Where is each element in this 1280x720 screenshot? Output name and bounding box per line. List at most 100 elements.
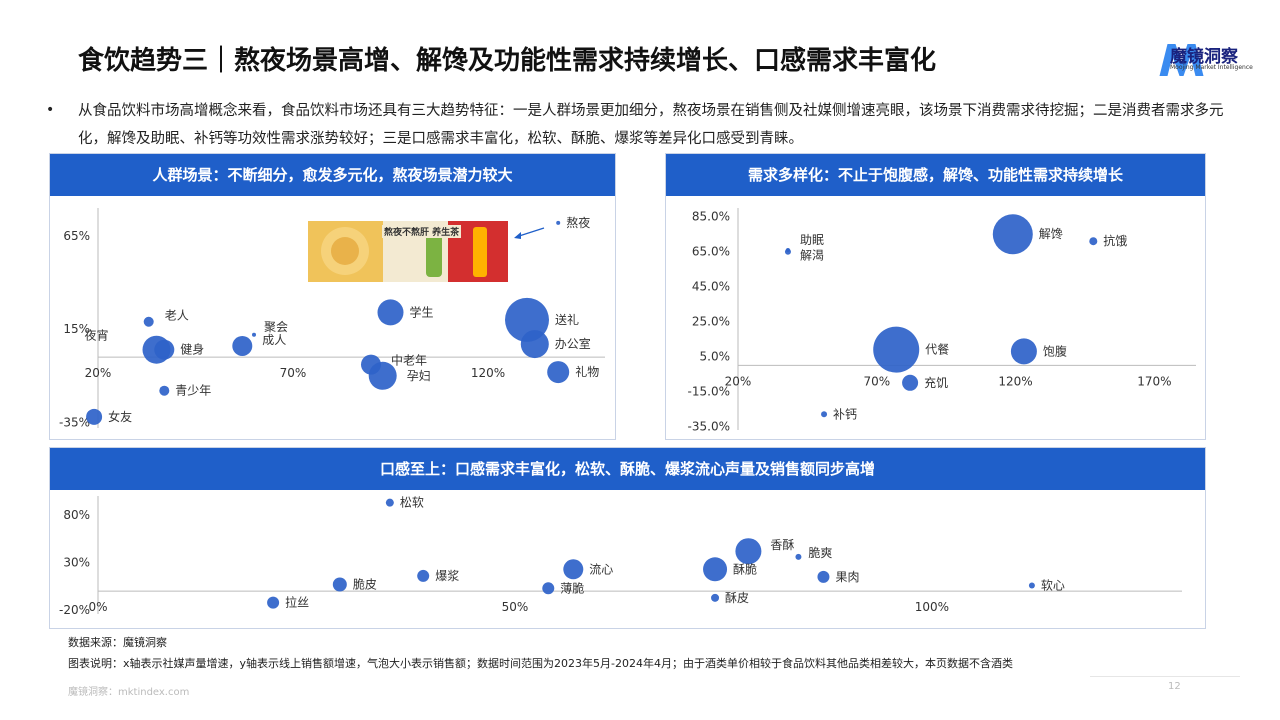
bubble-学生[interactable] <box>377 299 404 326</box>
x-tick-label: 20% <box>85 366 112 380</box>
x-tick-label: 0% <box>88 600 107 614</box>
y-tick-label: 5.0% <box>700 350 731 364</box>
bubble-女友[interactable] <box>86 408 103 425</box>
y-tick-label: 85.0% <box>692 210 730 224</box>
bubble-办公室[interactable] <box>520 330 549 359</box>
bubble-果肉[interactable] <box>817 570 830 583</box>
y-tick-label: -15.0% <box>688 385 730 399</box>
bubble-label: 代餐 <box>925 342 949 357</box>
bubble-label: 补钙 <box>833 407 857 421</box>
y-tick-label: 15% <box>63 322 90 336</box>
bubble-熬夜[interactable] <box>556 220 561 225</box>
bubble-代餐[interactable] <box>873 326 920 373</box>
x-tick-label: 70% <box>280 366 307 380</box>
logo-subtitle: Moojing Market Intelligence <box>1170 64 1253 71</box>
panel-header-demand-diversity: 需求多样化：不止于饱腹感，解馋、功能性需求持续增长 <box>666 154 1205 196</box>
bubble-饱腹[interactable] <box>1010 338 1037 365</box>
bubble-薄脆[interactable] <box>542 582 555 595</box>
bubble-label: 香酥 <box>770 538 794 552</box>
bubble-脆爽[interactable] <box>795 553 802 560</box>
page-number: 12 <box>1168 681 1181 692</box>
bullet-icon: • <box>46 102 55 118</box>
bubble-脆皮[interactable] <box>332 577 347 592</box>
bubble-礼物[interactable] <box>547 361 570 384</box>
bubble-label: 解馋 <box>1039 227 1063 241</box>
bubble-label: 流心 <box>589 562 613 576</box>
intro-paragraph: 从食品饮料市场高增概念来看，食品饮料市场还具有三大趋势特征：一是人群场景更加细分… <box>78 103 1224 147</box>
bubble-label: 抗饿 <box>1103 233 1127 248</box>
bubble-成人[interactable] <box>232 335 253 356</box>
y-tick-label: 30% <box>63 556 90 570</box>
panel-header-crowd-scene: 人群场景：不断细分，愈发多元化，熬夜场景潜力较大 <box>50 154 615 196</box>
bubble-label: 松软 <box>400 496 424 510</box>
x-tick-label: 120% <box>471 366 505 380</box>
y-tick-label: -35% <box>59 415 90 429</box>
bubble-label: 拉丝 <box>285 595 309 610</box>
bubble-label: 饱腹 <box>1043 343 1067 358</box>
x-tick-label: 70% <box>863 374 890 388</box>
bubble-拉丝[interactable] <box>267 596 280 609</box>
y-tick-label: -35.0% <box>688 420 730 434</box>
bubble-解馋[interactable] <box>992 214 1033 255</box>
x-tick-label: 170% <box>1137 374 1171 388</box>
logo-text: 魔镜洞察 <box>1170 47 1238 67</box>
bubble-label: 解渴 <box>800 249 824 263</box>
bubble-爆浆[interactable] <box>417 569 430 582</box>
panel-header-taste: 口感至上：口感需求丰富化，松软、酥脆、爆浆流心声量及销售额同步高增 <box>50 448 1205 490</box>
y-tick-label: 80% <box>63 508 90 522</box>
bubble-充饥[interactable] <box>902 374 919 391</box>
bubble-香酥[interactable] <box>735 538 762 565</box>
bubble-补钙[interactable] <box>821 411 828 418</box>
footer-text: 魔镜洞察：mktindex.com <box>68 687 190 698</box>
bubble-label: 青少年 <box>175 384 211 398</box>
bubble-label: 酥皮 <box>725 591 749 605</box>
bubble-label: 助眠 <box>800 233 824 247</box>
bubble-label: 孕妇 <box>407 369 431 383</box>
x-tick-label: 100% <box>915 600 949 614</box>
y-tick-label: -20% <box>59 603 90 617</box>
photo-arrow-icon <box>514 227 545 239</box>
bubble-label: 成人 <box>262 333 286 347</box>
bubble-孕妇[interactable] <box>368 361 397 390</box>
data-source: 数据来源：魔镜洞察 <box>68 636 167 649</box>
y-tick-label: 65% <box>63 229 90 243</box>
bubble-label: 女友 <box>108 409 132 424</box>
bubble-软心[interactable] <box>1028 582 1035 589</box>
bubble-松软[interactable] <box>385 498 394 507</box>
bubble-label: 脆皮 <box>353 577 377 592</box>
panel-taste: 口感至上：口感需求丰富化，松软、酥脆、爆浆流心声量及销售额同步高增 80% 30%… <box>49 447 1206 629</box>
bubble-解渴[interactable] <box>784 248 791 255</box>
bubble-酥皮[interactable] <box>711 593 720 602</box>
logo-icon <box>1159 44 1204 76</box>
bubble-label: 礼物 <box>575 364 599 379</box>
bubble-健身[interactable] <box>154 339 175 360</box>
bubble-label: 学生 <box>410 304 434 319</box>
bubble-老人[interactable] <box>143 316 154 327</box>
bubble-label: 聚会 <box>264 320 288 334</box>
bubble-聚会[interactable] <box>252 332 256 337</box>
bubble-流心[interactable] <box>563 559 584 580</box>
chart-note: 图表说明：x轴表示社媒声量增速，y轴表示线上销售额增速，气泡大小表示销售额；数据… <box>68 657 1013 670</box>
bubble-label: 办公室 <box>555 336 591 351</box>
y-tick-label: 45.0% <box>692 280 730 294</box>
photo-caption: 熬夜不熬肝 养生茶 <box>382 225 462 238</box>
bubble-label: 老人 <box>165 309 189 323</box>
product-photo-strip: 熬夜不熬肝 养生茶 <box>308 221 508 282</box>
bubble-青少年[interactable] <box>159 385 170 396</box>
x-tick-label: 20% <box>725 374 752 388</box>
bubble-label: 软心 <box>1041 578 1065 592</box>
bubble-label: 脆爽 <box>808 545 832 560</box>
bubble-label: 送礼 <box>555 312 579 327</box>
x-tick-label: 50% <box>502 600 529 614</box>
bubble-label: 薄脆 <box>560 580 584 595</box>
panel-crowd-scene: 人群场景：不断细分，愈发多元化，熬夜场景潜力较大 65% 15% -35% 20% 70… <box>49 153 616 440</box>
bubble-label: 酥脆 <box>733 561 757 576</box>
bubble-label: 中老年 <box>391 353 427 368</box>
panel-demand-diversity: 需求多样化：不止于饱腹感，解馋、功能性需求持续增长 85.0% 65.0% 45.0… <box>665 153 1206 440</box>
bubble-label: 充饥 <box>924 375 948 390</box>
bubble-抗饿[interactable] <box>1089 237 1098 246</box>
chart-demand-diversity: 85.0% 65.0% 45.0% 25.0% 5.0% -15.0% -35.0% 20% 7… <box>688 208 1196 434</box>
bubble-酥脆[interactable] <box>703 557 728 582</box>
